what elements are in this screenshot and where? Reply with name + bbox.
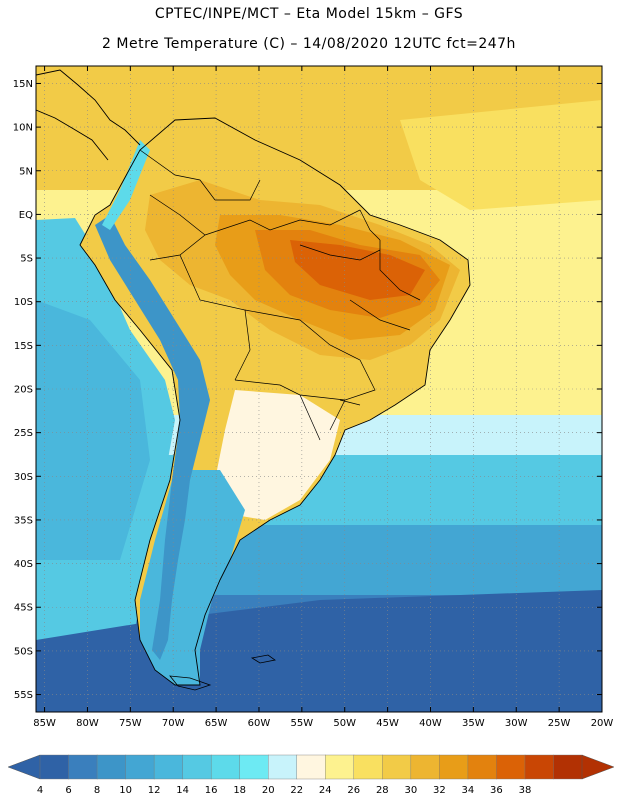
legend-swatch — [353, 754, 383, 780]
lat-label: 45S — [14, 603, 33, 614]
chart-title-line-2: 2 Metre Temperature (C) – 14/08/2020 12U… — [102, 36, 516, 52]
legend-swatch — [553, 754, 583, 780]
lon-label: 45W — [376, 718, 399, 729]
legend-swatch — [182, 754, 212, 780]
axis-ticks — [36, 66, 603, 712]
lat-label: EQ — [19, 210, 33, 221]
legend-under-arrow — [7, 754, 41, 780]
lat-label: 35S — [14, 515, 33, 526]
legend-swatch — [382, 754, 412, 780]
lon-label: 85W — [33, 718, 56, 729]
andes-cold-ridge — [95, 215, 210, 660]
temperature-field — [36, 66, 602, 712]
legend-swatch — [68, 754, 98, 780]
legend-tick-label: 34 — [462, 785, 475, 796]
legend-swatch — [410, 754, 440, 780]
field-north-warm — [400, 100, 602, 210]
legend-tick-label: 10 — [119, 785, 132, 796]
lon-label: 25W — [548, 718, 571, 729]
legend-swatch — [96, 754, 127, 780]
lat-label: 15N — [13, 79, 33, 90]
legend-swatch — [325, 754, 355, 780]
legend-swatch — [239, 754, 269, 780]
legend-over-arrow — [581, 754, 615, 780]
legend-tick-label: 16 — [205, 785, 218, 796]
legend-tick-label: 30 — [404, 785, 417, 796]
lat-label: 50S — [14, 646, 33, 657]
legend-tick-label: 32 — [433, 785, 446, 796]
legend-swatch — [210, 754, 241, 780]
legend-tick-label: 12 — [148, 785, 161, 796]
legend-tick-label: 20 — [262, 785, 275, 796]
central-america-coast — [36, 69, 141, 161]
legend-tick-label: 4 — [37, 785, 43, 796]
legend-tick-label: 22 — [290, 785, 303, 796]
lon-label: 40W — [419, 718, 442, 729]
lon-label: 20W — [591, 718, 614, 729]
lon-label: 80W — [76, 718, 99, 729]
lon-label: 70W — [162, 718, 185, 729]
lat-label: 25S — [14, 428, 33, 439]
lat-label: 10N — [13, 123, 33, 134]
lon-label: 30W — [505, 718, 528, 729]
chart-title-line-1: CPTEC/INPE/MCT – Eta Model 15km – GFS — [154, 6, 464, 22]
legend-tick-label: 24 — [319, 785, 332, 796]
legend-swatch — [439, 754, 469, 780]
lat-label: 5S — [20, 254, 33, 265]
lon-label: 35W — [462, 718, 485, 729]
legend-swatch — [496, 754, 526, 780]
lat-label: 30S — [14, 472, 33, 483]
lat-label: 20S — [14, 385, 33, 396]
lon-label: 75W — [119, 718, 142, 729]
lon-label: 65W — [205, 718, 228, 729]
legend-swatch — [125, 754, 155, 780]
legend-swatch — [153, 754, 184, 780]
legend-tick-label: 8 — [94, 785, 100, 796]
legend-tick-label: 36 — [490, 785, 503, 796]
lat-label: 5N — [19, 166, 33, 177]
legend-swatch — [268, 754, 298, 780]
legend-tick-label: 28 — [376, 785, 389, 796]
legend-swatch — [296, 754, 326, 780]
land-south-cool — [215, 390, 340, 520]
legend-tick-label: 38 — [519, 785, 532, 796]
legend-swatch — [524, 754, 554, 780]
field-pacific-mid — [36, 300, 150, 560]
lon-label: 60W — [248, 718, 271, 729]
legend-swatch — [39, 754, 70, 780]
longitude-labels: 85W 80W 75W 70W 65W 60W 55W 50W 45W 40W 35W 30W 25W 2… — [33, 718, 613, 729]
land-peak-core — [290, 240, 425, 300]
lat-label: 55S — [14, 690, 33, 701]
andes-colder-ridge — [102, 140, 150, 230]
latitude-labels: 15N 10N 5N EQ 5S 10S 15S 20S 25S 30S 35S 40S 45S 50S 5… — [13, 79, 33, 701]
legend-tick-label: 6 — [65, 785, 71, 796]
legend-tick-label: 14 — [176, 785, 189, 796]
coastline — [79, 117, 471, 686]
legend-swatch — [467, 754, 497, 780]
lat-label: 40S — [14, 559, 33, 570]
lon-label: 55W — [291, 718, 314, 729]
legend-tick-label: 18 — [233, 785, 246, 796]
color-legend: 4 6 8 10 12 14 16 18 20 22 24 26 28 30 32 34 36 38 — [7, 754, 615, 796]
legend-tick-label: 26 — [347, 785, 360, 796]
lat-label: 10S — [14, 297, 33, 308]
country-borders — [139, 149, 421, 441]
lat-label: 15S — [14, 341, 33, 352]
falklands — [250, 654, 276, 664]
lon-label: 50W — [333, 718, 356, 729]
tierra-del-fuego — [169, 675, 212, 691]
